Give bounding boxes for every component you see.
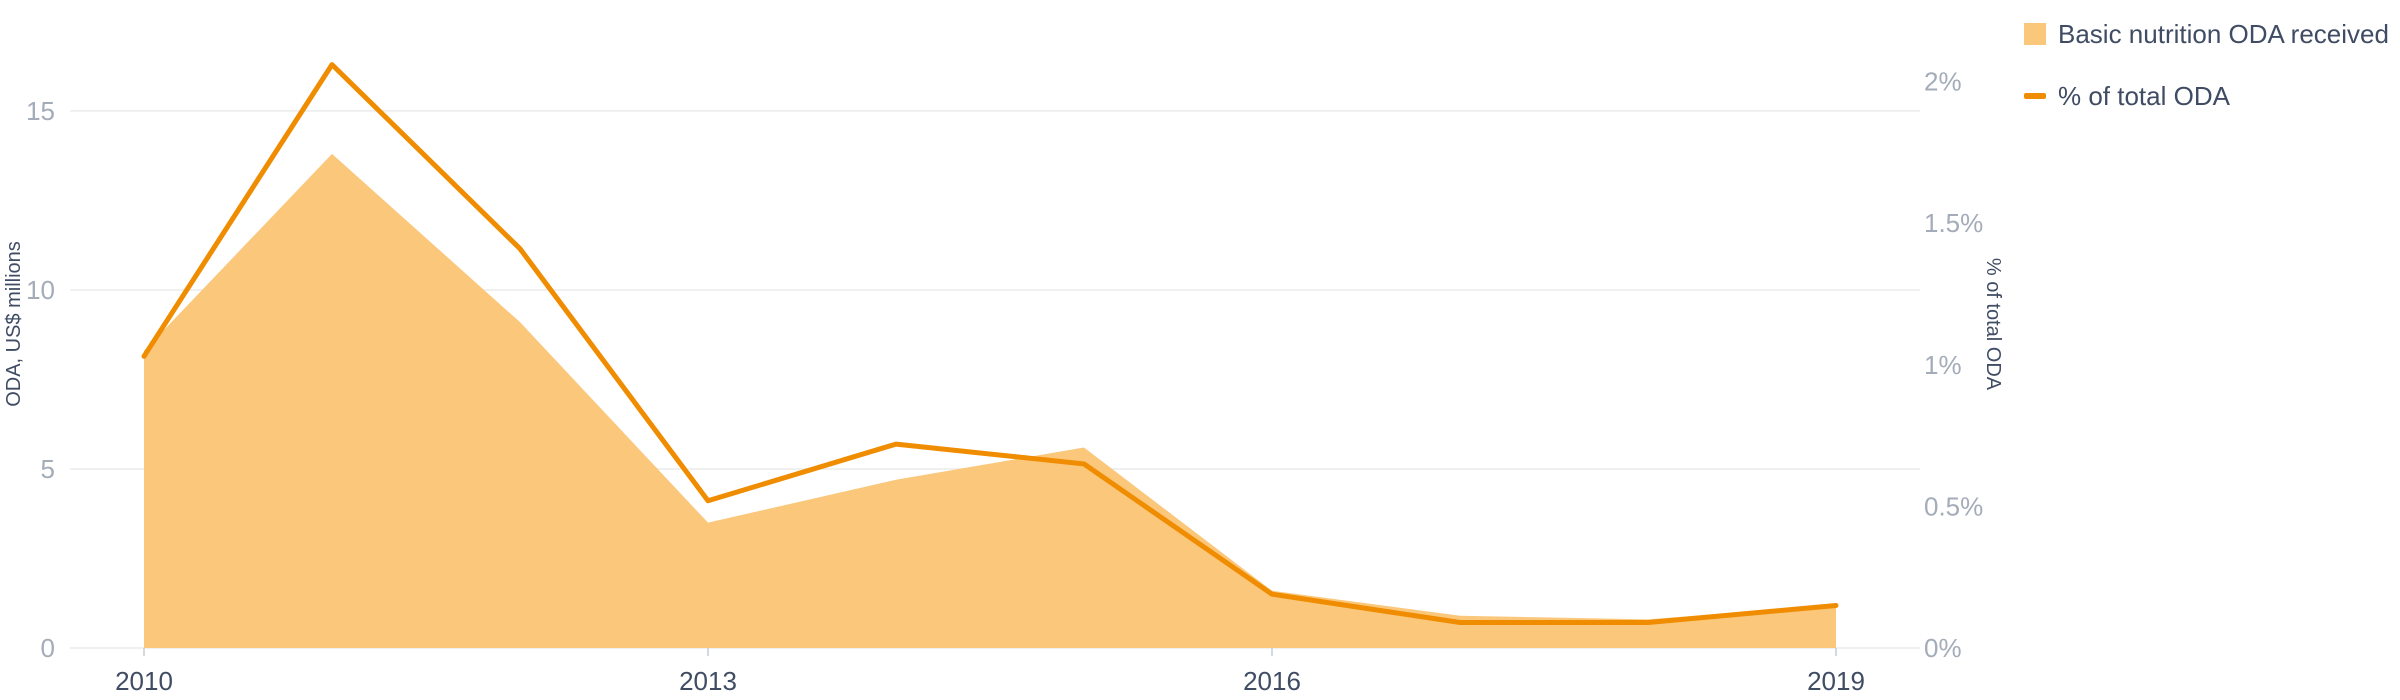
legend-item-area[interactable]: Basic nutrition ODA received — [2024, 18, 2389, 50]
left-tick-label: 10 — [26, 275, 55, 305]
legend-label-line: % of total ODA — [2058, 80, 2230, 111]
left-axis-ticks: 0 5 10 15 — [26, 96, 55, 663]
area-basic-nutrition-oda[interactable] — [144, 153, 1836, 648]
x-tick-label: 2019 — [1807, 666, 1865, 696]
right-tick-label: 2% — [1924, 67, 1962, 97]
left-tick-label: 5 — [41, 454, 55, 484]
area-swatch-icon — [2024, 23, 2046, 45]
legend-label-area: Basic nutrition ODA received — [2058, 18, 2389, 49]
right-tick-label: 0% — [1924, 633, 1962, 663]
legend-item-line[interactable]: % of total ODA — [2024, 80, 2389, 112]
x-axis-ticks: 2010 2013 2016 2019 — [115, 648, 1865, 696]
left-axis-title: ODA, US$ millions — [3, 241, 25, 407]
area-series — [144, 153, 1836, 648]
line-swatch-icon — [2024, 93, 2046, 99]
line-percent-total-oda[interactable] — [141, 62, 1839, 626]
line-series — [141, 62, 1839, 626]
right-tick-label: 1.5% — [1924, 208, 1983, 238]
x-tick-label: 2010 — [115, 666, 173, 696]
right-tick-label: 1% — [1924, 350, 1962, 380]
right-axis-title: % of total ODA — [1982, 258, 2004, 391]
x-tick-label: 2013 — [679, 666, 737, 696]
x-tick-label: 2016 — [1243, 666, 1301, 696]
left-tick-label: 0 — [41, 633, 55, 663]
left-tick-label: 15 — [26, 96, 55, 126]
right-axis-ticks: 0% 0.5% 1% 1.5% 2% — [1924, 67, 1983, 663]
right-tick-label: 0.5% — [1924, 491, 1983, 521]
legend: Basic nutrition ODA received % of total … — [2024, 18, 2389, 142]
